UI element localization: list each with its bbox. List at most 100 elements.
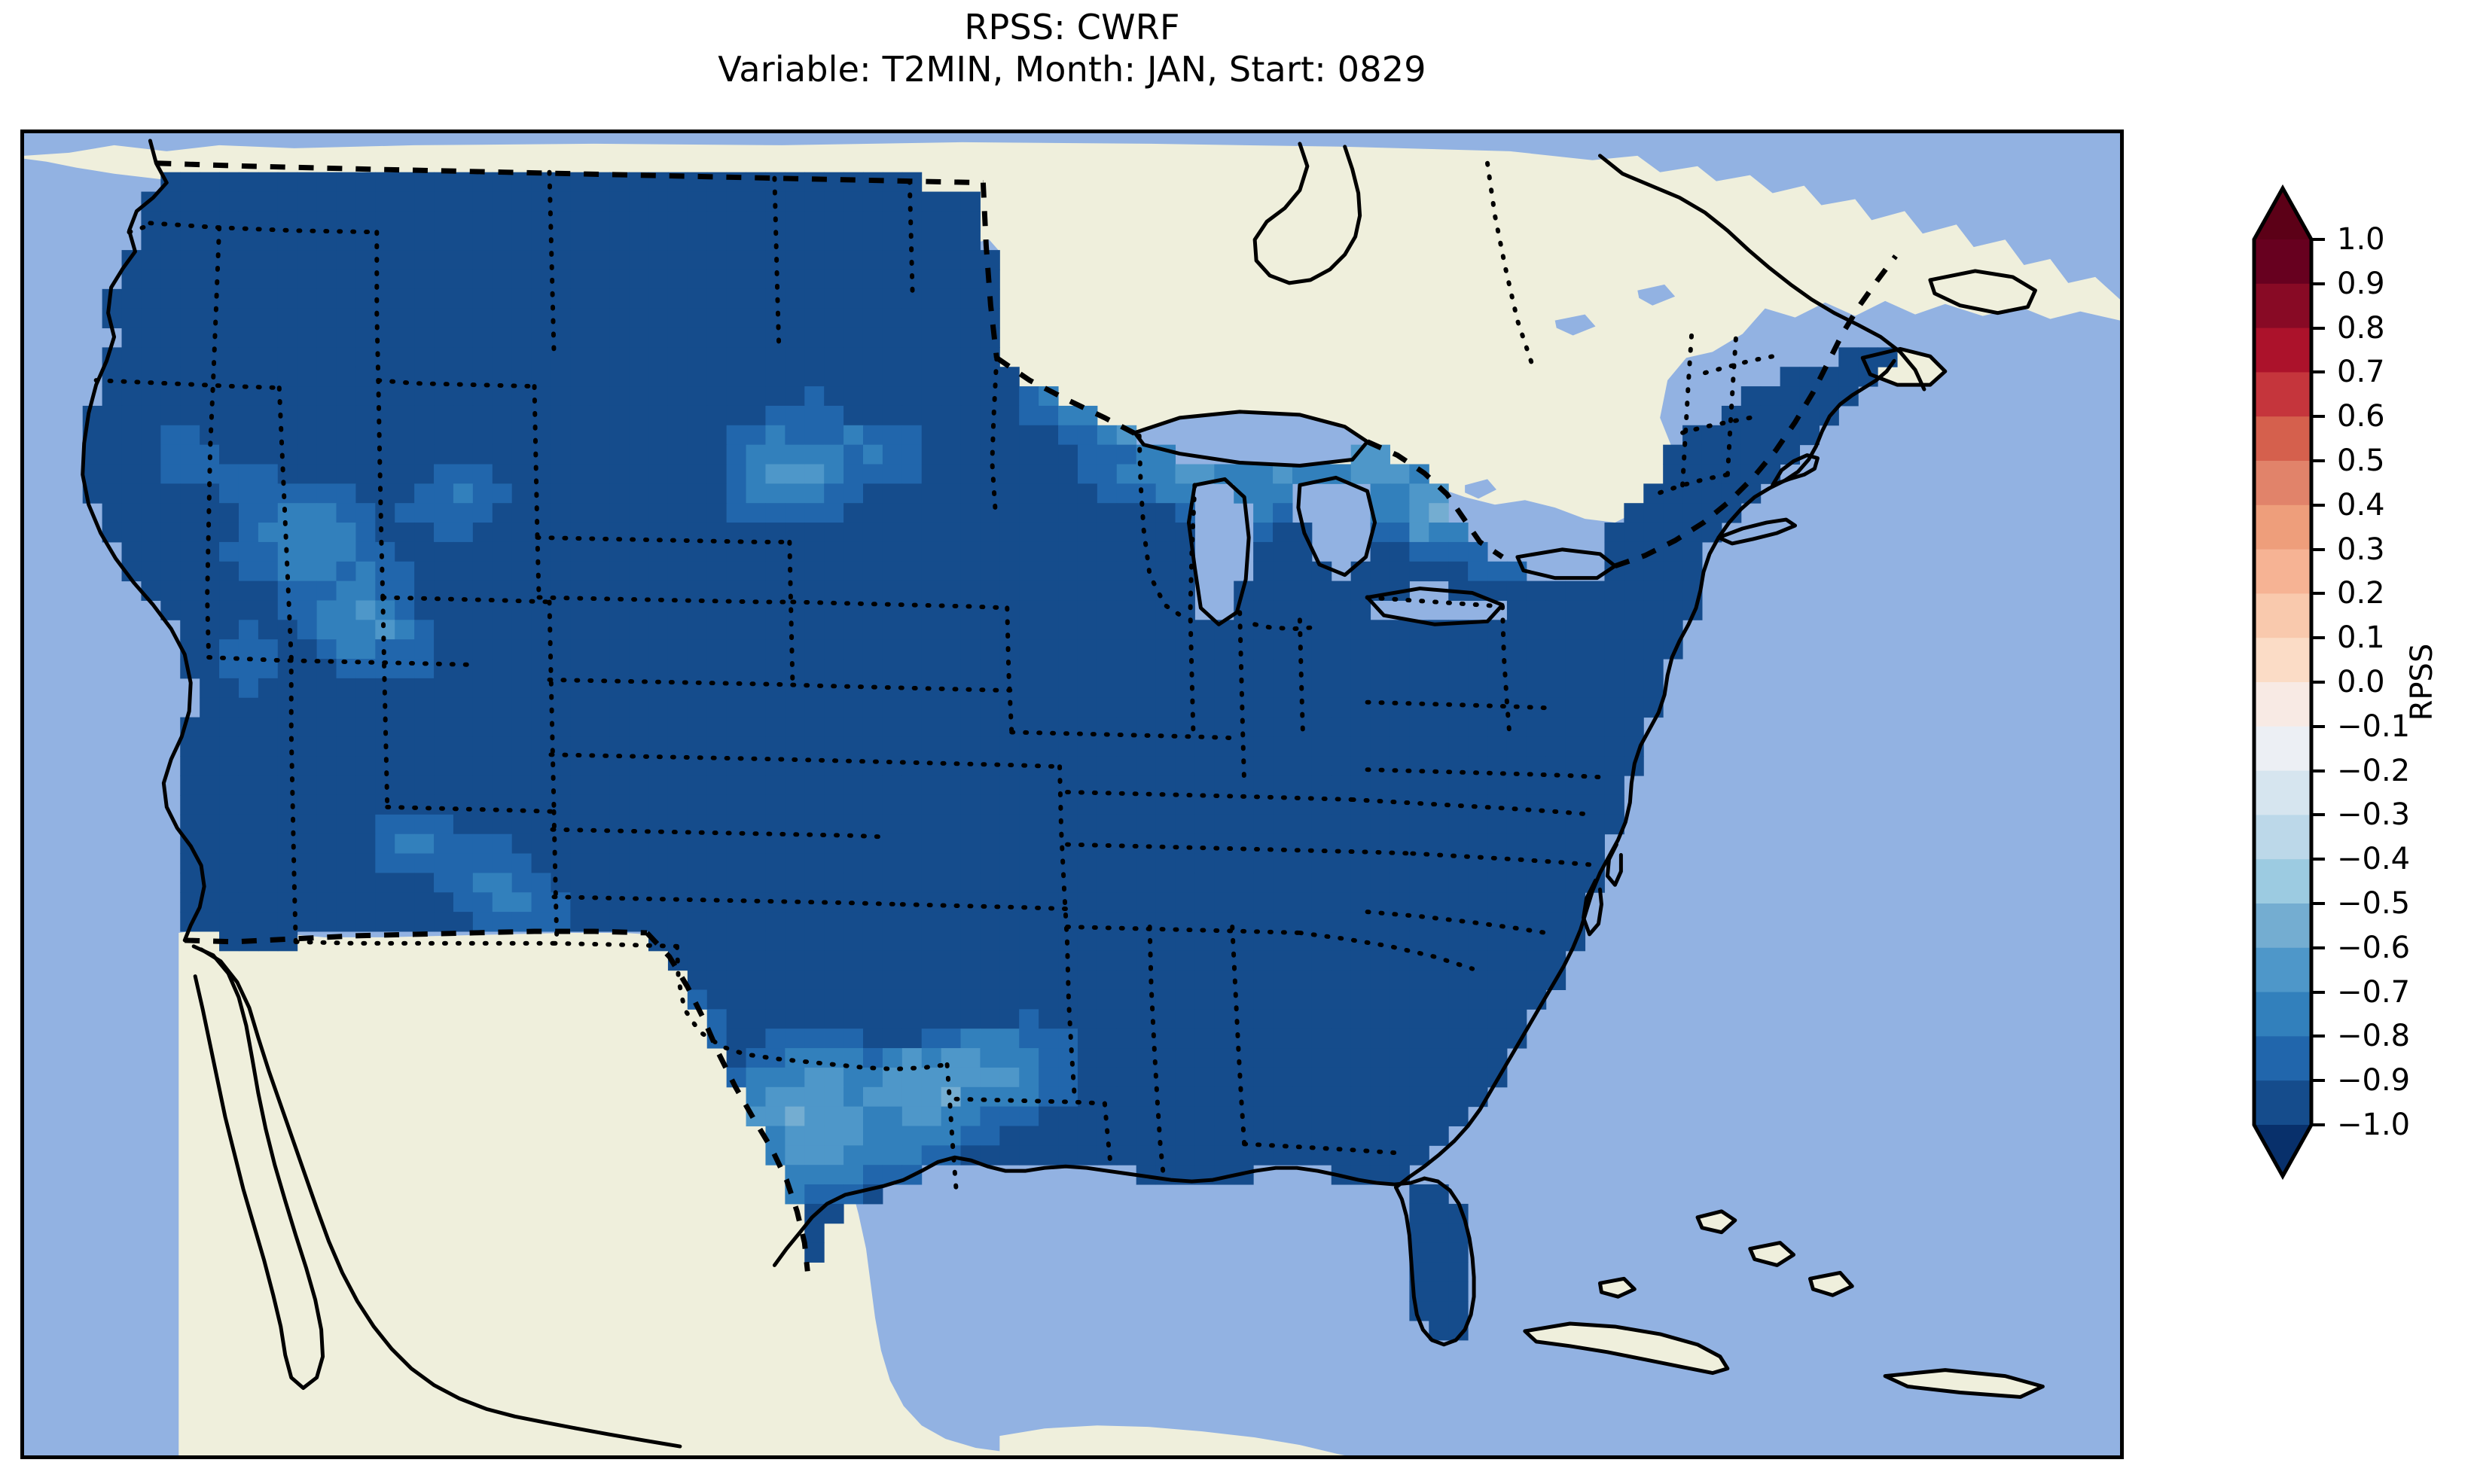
rpss-grid-cell xyxy=(434,717,454,737)
rpss-grid-cell xyxy=(219,425,239,446)
rpss-grid-cell xyxy=(765,1067,786,1088)
rpss-grid-cell xyxy=(336,541,356,562)
rpss-grid-cell xyxy=(238,230,259,251)
rpss-grid-cell xyxy=(804,853,825,873)
rpss-grid-cell xyxy=(980,794,1000,815)
rpss-grid-cell xyxy=(1350,873,1371,893)
rpss-grid-cell xyxy=(1390,1086,1410,1108)
rpss-grid-cell xyxy=(1097,1145,1118,1166)
rpss-grid-cell xyxy=(472,405,493,426)
rpss-grid-cell xyxy=(726,580,747,601)
rpss-grid-cell xyxy=(1253,1086,1274,1108)
rpss-grid-cell xyxy=(1565,580,1586,601)
rpss-grid-cell xyxy=(901,523,923,543)
rpss-grid-cell xyxy=(941,1048,962,1068)
rpss-grid-cell xyxy=(999,950,1020,971)
rpss-grid-cell xyxy=(843,989,864,1010)
rpss-grid-cell xyxy=(882,1086,903,1108)
rpss-grid-cell xyxy=(1429,970,1449,991)
rpss-grid-cell xyxy=(1097,503,1118,523)
rpss-grid-cell xyxy=(843,1086,864,1108)
rpss-grid-cell xyxy=(941,950,962,971)
rpss-grid-cell xyxy=(629,794,649,815)
rpss-grid-cell xyxy=(395,620,415,640)
rpss-grid-cell xyxy=(1175,1067,1195,1088)
rpss-grid-cell xyxy=(980,1126,1000,1146)
rpss-grid-cell xyxy=(1116,756,1137,776)
rpss-grid-cell xyxy=(648,659,669,679)
rpss-grid-cell xyxy=(629,425,649,446)
rpss-grid-cell xyxy=(921,659,942,679)
colorbar[interactable]: 1.0 0.9 0.8 0.7 0.6 0.5 0.4 0.3 0.2 0.1 0.0 −0.1 −0.… xyxy=(2252,184,2410,1181)
rpss-grid-cell xyxy=(960,250,981,270)
rpss-grid-cell xyxy=(726,697,747,718)
rpss-grid-cell xyxy=(316,230,337,251)
rpss-grid-cell xyxy=(472,892,493,913)
rpss-grid-cell xyxy=(706,523,728,543)
rpss-grid-cell xyxy=(180,386,200,407)
rpss-grid-cell xyxy=(1429,1126,1449,1146)
rpss-grid-cell xyxy=(1039,580,1059,601)
rpss-grid-cell xyxy=(804,1184,825,1205)
rpss-grid-cell xyxy=(687,833,708,855)
rpss-grid-cell xyxy=(1390,892,1410,913)
rpss-grid-cell xyxy=(531,367,551,387)
rpss-grid-cell xyxy=(1468,892,1488,913)
rpss-grid-cell xyxy=(1194,873,1215,893)
rpss-grid-cell xyxy=(492,483,513,504)
rpss-grid-cell xyxy=(141,580,161,601)
rpss-grid-cell xyxy=(843,1067,864,1088)
rpss-grid-cell xyxy=(414,678,435,699)
rpss-grid-cell xyxy=(570,873,590,893)
rpss-grid-cell xyxy=(726,989,747,1010)
rpss-grid-cell xyxy=(1409,853,1429,873)
rpss-grid-cell xyxy=(1234,1067,1254,1088)
rpss-grid-cell xyxy=(1019,580,1039,601)
rpss-grid-cell xyxy=(1370,659,1390,679)
rpss-grid-cell xyxy=(258,483,279,504)
rpss-grid-cell xyxy=(1234,1145,1254,1166)
rpss-grid-cell xyxy=(258,269,279,290)
rpss-grid-cell xyxy=(921,347,942,367)
rpss-grid-cell xyxy=(200,386,220,407)
rpss-grid-cell xyxy=(687,776,708,796)
rpss-grid-cell xyxy=(1390,833,1410,855)
rpss-grid-cell xyxy=(1350,1067,1371,1088)
rpss-grid-cell xyxy=(746,833,766,855)
rpss-grid-cell xyxy=(921,308,942,329)
rpss-grid-cell xyxy=(316,328,337,348)
colorbar-swatch xyxy=(2254,593,2311,638)
rpss-grid-cell xyxy=(921,211,942,231)
rpss-grid-cell xyxy=(180,794,200,815)
rpss-grid-cell xyxy=(843,503,864,523)
rpss-grid-cell xyxy=(1292,1028,1313,1049)
rpss-grid-cell xyxy=(746,1048,766,1068)
rpss-grid-cell xyxy=(1175,1126,1195,1146)
rpss-grid-cell xyxy=(414,561,435,582)
rpss-grid-cell xyxy=(980,541,1000,562)
rpss-grid-cell xyxy=(667,776,688,796)
rpss-grid-cell xyxy=(336,172,356,193)
conus-rpss-map[interactable] xyxy=(24,133,2120,1455)
rpss-grid-cell xyxy=(1039,814,1059,835)
rpss-grid-cell xyxy=(434,776,454,796)
map-plot-area[interactable] xyxy=(20,130,2124,1459)
rpss-grid-cell xyxy=(843,1126,864,1146)
rpss-grid-cell xyxy=(238,620,259,640)
rpss-grid-cell xyxy=(785,503,805,523)
rpss-grid-cell xyxy=(316,756,337,776)
rpss-grid-cell xyxy=(999,464,1020,484)
rpss-grid-cell xyxy=(1468,639,1488,660)
rpss-grid-cell xyxy=(1409,523,1429,543)
rpss-grid-cell xyxy=(1214,717,1234,737)
rpss-grid-cell xyxy=(1331,736,1352,757)
rpss-grid-cell xyxy=(843,833,864,855)
rpss-grid-cell xyxy=(1155,503,1176,523)
rpss-grid-cell xyxy=(200,464,220,484)
rpss-grid-cell xyxy=(1019,464,1039,484)
rpss-grid-cell xyxy=(1155,970,1176,991)
rpss-grid-cell xyxy=(1253,541,1274,562)
rpss-grid-cell xyxy=(960,541,981,562)
rpss-grid-cell xyxy=(1390,523,1410,543)
rpss-grid-cell xyxy=(511,211,532,231)
